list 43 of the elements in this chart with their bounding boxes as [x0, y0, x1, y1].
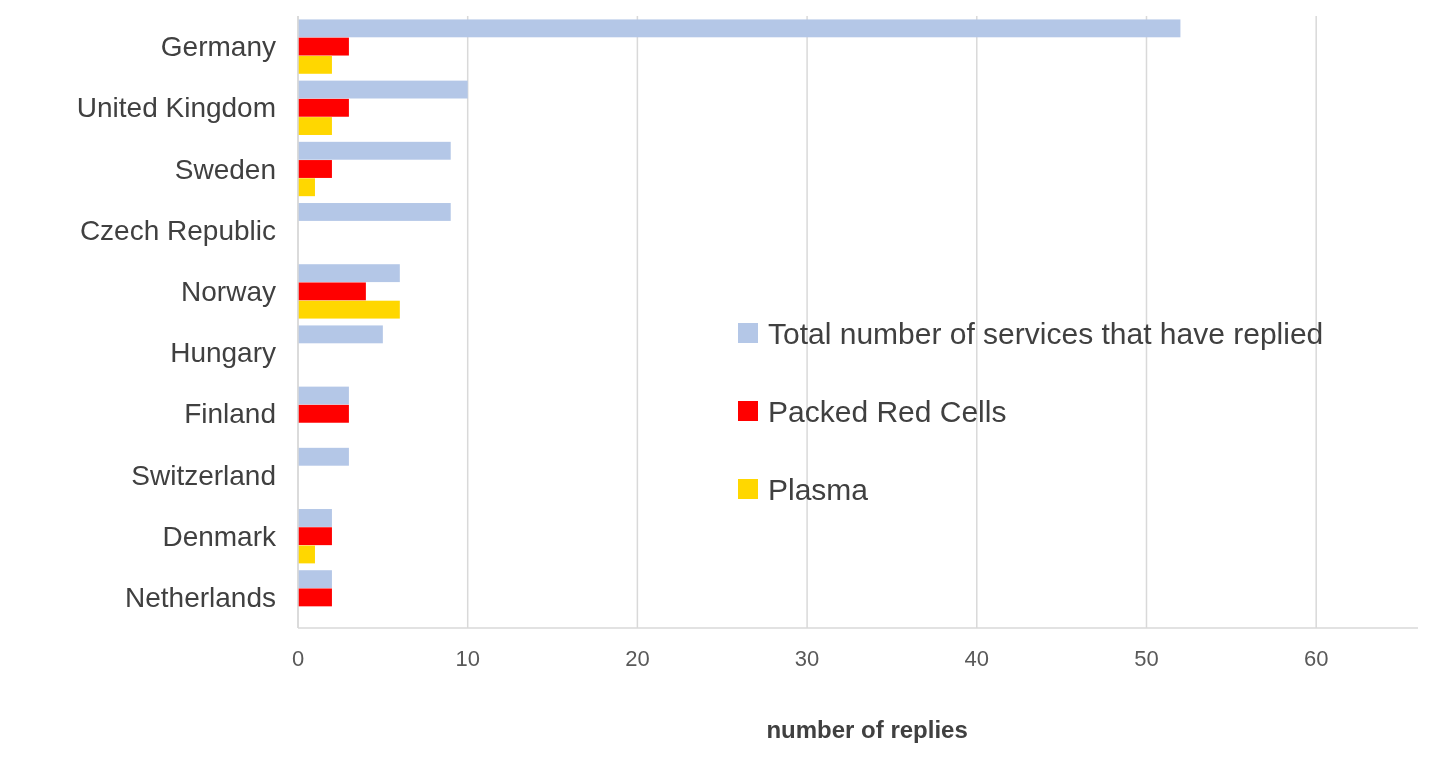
bar	[298, 160, 332, 178]
bar	[298, 98, 349, 117]
bar	[298, 178, 315, 197]
bar	[298, 264, 400, 283]
legend-label: Plasma	[768, 472, 869, 506]
x-tick-label: 0	[291, 646, 305, 671]
y-tick-label: Switzerland	[131, 459, 276, 491]
y-tick-label: United Kingdom	[76, 92, 276, 124]
bar	[298, 80, 468, 99]
bar	[298, 300, 400, 319]
bar	[298, 19, 1181, 38]
bar	[298, 447, 349, 466]
bar	[298, 545, 315, 564]
y-tick-label: Norway	[181, 275, 276, 307]
y-tick-label: Germany	[160, 31, 276, 63]
x-tick-label: 40	[964, 646, 990, 671]
x-tick-label: 20	[625, 646, 650, 671]
legend-label: Packed Red Cells	[768, 394, 1007, 428]
y-tick-label: Czech Republic	[79, 214, 276, 246]
x-axis-title: number of replies	[766, 716, 968, 743]
bar	[298, 203, 451, 221]
x-tick-label: 10	[455, 646, 480, 671]
bar	[298, 325, 383, 344]
bar	[298, 37, 349, 56]
y-tick-label: Finland	[184, 398, 276, 430]
bar	[298, 404, 349, 423]
y-tick-label: Sweden	[174, 153, 276, 185]
bar	[298, 141, 451, 160]
x-tick-label: 30	[794, 646, 820, 671]
x-tick-label: 50	[1134, 646, 1159, 671]
y-tick-label: Hungary	[170, 337, 276, 369]
legend-label: Total number of services that have replied	[768, 316, 1324, 350]
bar	[298, 55, 332, 74]
bar	[298, 527, 332, 546]
bar	[298, 588, 332, 607]
bar	[298, 386, 349, 405]
y-tick-label: Denmark	[162, 520, 277, 552]
bar	[298, 509, 332, 527]
bar	[298, 282, 366, 301]
bar	[298, 117, 332, 135]
x-tick-label: 60	[1303, 646, 1329, 671]
y-tick-label: Netherlands	[125, 581, 276, 613]
bar	[298, 570, 332, 589]
